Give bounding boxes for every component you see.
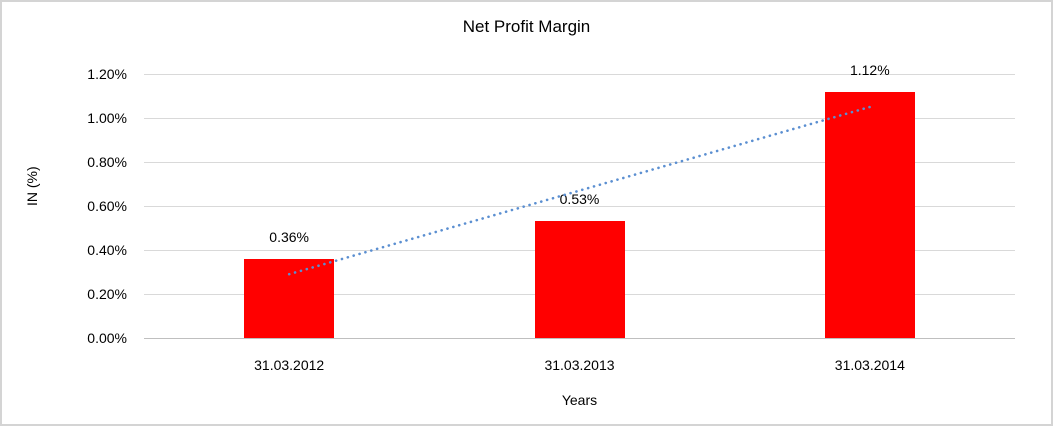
gridline bbox=[144, 73, 1015, 75]
x-axis-line bbox=[144, 337, 1015, 339]
y-axis-title-text: IN (%) bbox=[24, 166, 40, 206]
y-tick-label: 0.60% bbox=[87, 198, 127, 214]
x-tick-label: 31.03.2014 bbox=[834, 357, 905, 373]
y-tick-label: 0.00% bbox=[87, 330, 127, 346]
chart-title: Net Profit Margin bbox=[462, 17, 591, 36]
x-tick-label: 31.03.2012 bbox=[254, 357, 325, 373]
y-tick-label: 1.20% bbox=[87, 66, 127, 82]
y-tick-label: 0.20% bbox=[87, 286, 127, 302]
bar-31.03.2014 bbox=[824, 91, 915, 338]
bar-value-label: 1.12% bbox=[849, 61, 890, 78]
y-tick-label: 1.00% bbox=[87, 110, 127, 126]
y-tick-label: 0.80% bbox=[87, 154, 127, 170]
bar-31.03.2013 bbox=[534, 221, 625, 338]
x-axis-title: Years bbox=[561, 392, 598, 408]
y-tick-label: 0.40% bbox=[87, 242, 127, 258]
bar-value-label: 0.53% bbox=[559, 191, 600, 208]
x-tick-label: 31.03.2013 bbox=[544, 357, 615, 373]
bar-value-label: 0.36% bbox=[269, 228, 309, 245]
bar-31.03.2012 bbox=[244, 258, 335, 338]
